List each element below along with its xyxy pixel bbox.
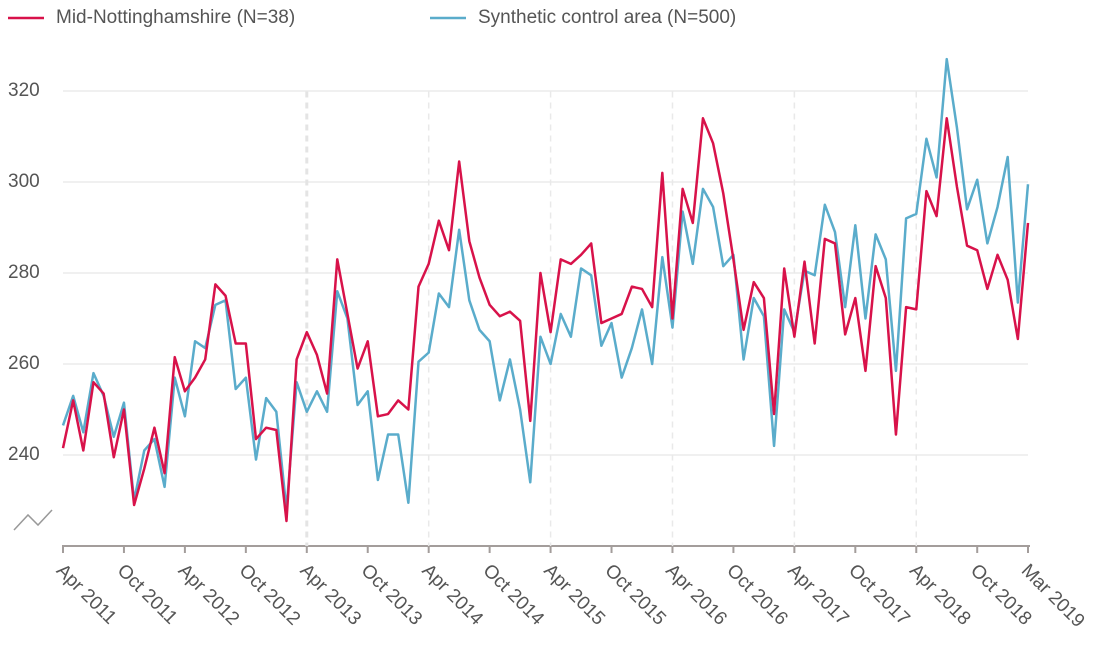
y-tick-label: 300: [8, 171, 40, 192]
x-tick-label: Apr 2013: [296, 560, 365, 629]
x-tick-label: Apr 2012: [174, 560, 243, 629]
x-tick-label: Apr 2018: [905, 560, 974, 629]
axis-break: [13, 509, 53, 531]
series-line: [61, 57, 1030, 511]
legend-label: Synthetic control area (N=500): [478, 7, 736, 28]
x-tick-label: Apr 2016: [661, 560, 730, 629]
x-tick-label: Oct 2013: [357, 560, 426, 629]
x-tick-label: Apr 2011: [52, 560, 120, 628]
x-tick-label: Oct 2017: [844, 560, 913, 629]
x-tick-label: Oct 2012: [235, 560, 304, 629]
x-tick-label: Oct 2014: [479, 560, 549, 630]
legend-label: Mid-Nottinghamshire (N=38): [56, 7, 295, 28]
x-tick-label: Oct 2016: [722, 560, 791, 629]
x-tick-label: Apr 2015: [539, 560, 608, 629]
series-line: [61, 117, 1030, 523]
y-tick-label: 280: [8, 262, 40, 283]
x-tick-label: Apr 2017: [783, 560, 852, 629]
x-tick-label: Apr 2014: [418, 560, 488, 630]
y-tick-label: 320: [8, 80, 40, 101]
y-tick-label: 240: [8, 444, 40, 465]
x-tick-label: Oct 2011: [113, 560, 181, 628]
x-tick-label: Oct 2015: [600, 560, 669, 629]
y-tick-label: 260: [8, 353, 40, 374]
